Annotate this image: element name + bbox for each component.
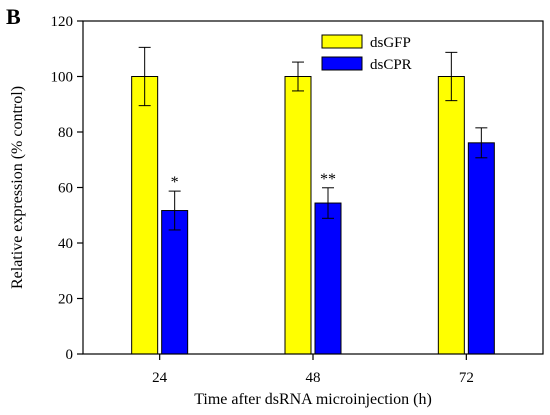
error-bar-dsgfp-24: [138, 46, 151, 107]
significance-marker: **: [320, 171, 336, 188]
legend-item-dscpr: dsCPR: [321, 56, 412, 73]
y-axis-ticks: 0 20 40 60 80 100 120: [51, 14, 83, 363]
bar-dscpr-24: [161, 210, 189, 355]
x-tick-label: 48: [306, 370, 321, 386]
x-axis-title: Time after dsRNA microinjection (h): [194, 391, 432, 408]
bar-dsgfp-24: [131, 76, 159, 355]
bar-dsgfp-72: [437, 76, 465, 355]
error-bar-dscpr-72: [475, 127, 488, 159]
significance-marker: *: [171, 174, 179, 191]
significance-annotations: * **: [171, 171, 336, 191]
y-tick-label: 100: [51, 70, 74, 86]
y-tick-label: 80: [58, 125, 73, 141]
legend-item-dsgfp: dsGFP: [321, 34, 411, 51]
error-bar-dsgfp-48: [292, 61, 304, 92]
y-tick-label: 120: [51, 14, 74, 30]
error-bar-dscpr-24: [168, 190, 181, 231]
legend-swatch: [321, 56, 363, 71]
panel-label: B: [6, 4, 21, 29]
x-tick-label: 72: [459, 370, 474, 386]
y-tick-label: 40: [58, 236, 73, 252]
legend-swatch: [321, 34, 363, 49]
legend-label: dsGFP: [370, 35, 411, 51]
bar-dsgfp-48: [284, 76, 312, 355]
bars-layer: [131, 76, 495, 355]
x-tick-label: 24: [152, 370, 168, 386]
y-tick-label: 0: [66, 347, 74, 363]
legend: dsGFP dsCPR: [321, 34, 412, 73]
error-bars-layer: [138, 46, 488, 231]
y-axis-title: Relative expression (% control): [9, 86, 26, 289]
bar-dscpr-72: [467, 142, 495, 355]
x-axis-ticks: 24 48 72: [152, 354, 474, 386]
error-bar-dsgfp-72: [445, 51, 458, 102]
y-tick-label: 60: [58, 181, 73, 197]
legend-label: dsCPR: [370, 57, 412, 73]
bar-dscpr-48: [314, 202, 342, 355]
error-bar-dscpr-48: [322, 187, 334, 219]
y-tick-label: 20: [58, 292, 73, 308]
